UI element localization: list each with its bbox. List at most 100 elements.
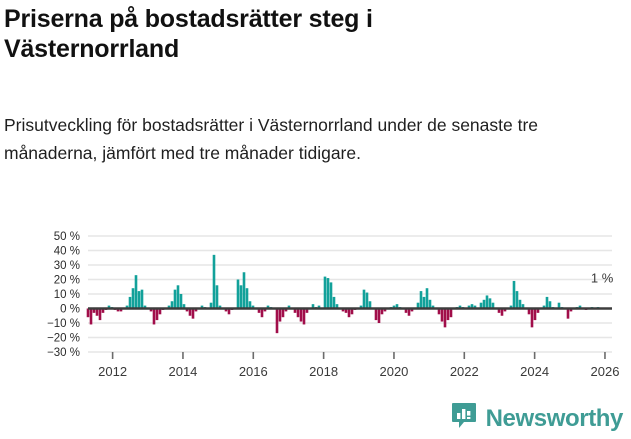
chart-bar [239,285,243,309]
chart-bar [194,308,198,312]
chart-bar [482,299,486,309]
chart-bar [281,308,285,318]
chart-bar [530,308,534,328]
chart-bar [125,305,129,309]
chart-footer: Newsworthy [0,398,631,439]
chart-bar [425,288,429,309]
chart-bar [416,302,420,309]
chart-bar [527,308,531,315]
chart-bar [578,305,582,309]
chart-bar [200,305,204,309]
chart-bar [245,288,249,309]
chart-bar [293,308,297,313]
page-title: Priserna på bostadsrätter steg i Västern… [4,5,373,63]
chart-bar [428,299,432,309]
chart-bar [140,289,144,309]
chart-bar [305,308,309,313]
chart-bar [218,305,222,309]
chart-bar [515,291,519,309]
chart-bar [86,308,90,318]
chart-bar [179,294,183,309]
chart-bar [92,308,96,313]
chart-bar [479,302,483,309]
chart-bar [278,308,282,322]
chart-bar [188,308,192,316]
chart-bar [299,308,303,322]
chart-bar [422,296,426,309]
y-axis-tick-label: 0 % [60,304,80,316]
chart-bar [362,289,366,309]
newsworthy-bar-chart-bubble-icon [451,402,477,435]
chart-bar [266,305,270,309]
chart-bar [377,308,381,323]
chart-bar [419,291,423,309]
chart-bar [488,298,492,309]
chart-bar [155,308,159,321]
chart-bar [542,305,546,309]
chart-bar [473,305,477,309]
chart-bar [410,308,414,312]
chart-bar [326,278,330,309]
x-axis-tick-label: 2022 [450,364,479,379]
chart-bar [263,308,267,312]
chart-bar [449,308,453,318]
chart-bar [368,301,372,309]
chart-bar [149,308,153,312]
y-axis-tick-label: −20 % [47,333,80,345]
value-annotation: 1 % [591,270,614,285]
chart-bar [485,295,489,309]
chart-bar [98,308,102,321]
chart-bar [509,305,513,309]
chart-bar [500,308,504,316]
chart-bar [548,301,552,309]
chart-bar [275,308,279,334]
chart-bar [128,296,132,309]
chart-bar [437,308,441,315]
chart-bar [458,305,462,309]
chart-bar [341,308,345,312]
chart-bar [545,296,549,309]
newsworthy-logo[interactable]: Newsworthy [451,402,623,435]
chart-bar [317,305,321,309]
chart-bar [95,308,99,316]
chart-bar [116,308,120,312]
chart-bar [191,308,195,319]
chart-bar [173,289,177,309]
y-axis-tick-label: 30 % [54,260,80,272]
chart-bar [242,272,246,309]
chart-bar [491,302,495,309]
chart-bar [566,308,570,319]
chart-bar [503,308,507,312]
chart-bar [467,305,471,309]
x-axis-tick-label: 2026 [591,364,620,379]
x-axis-tick-label: 2016 [239,364,268,379]
chart-bar [167,305,171,309]
chart-bar [350,308,354,315]
chart-bar [158,308,162,315]
chart-bar [335,304,339,309]
chart-bar [101,308,105,313]
chart-bar [212,254,216,309]
chart-bar [185,308,189,312]
chart-bar [569,308,573,312]
chart-bar [236,279,240,309]
chart-bar [152,308,156,325]
chart-bar [284,308,288,312]
chart-bar [170,301,174,309]
x-axis-tick-label: 2012 [98,364,127,379]
chart-bar [347,308,351,318]
newsworthy-logo-text: Newsworthy [485,404,624,432]
chart-bar [392,305,396,309]
chart-bar [287,305,291,309]
chart-bar [119,308,123,312]
chart-bar [209,302,213,309]
chart-bar [518,299,522,309]
chart-bar [296,308,300,318]
chart-bar [302,308,306,325]
y-axis-tick-label: 10 % [54,289,80,301]
chart-bar [365,292,369,309]
chart-bar [557,302,561,309]
x-axis-tick-label: 2020 [379,364,408,379]
chart-bar [182,304,186,309]
chart-bar [521,304,525,309]
